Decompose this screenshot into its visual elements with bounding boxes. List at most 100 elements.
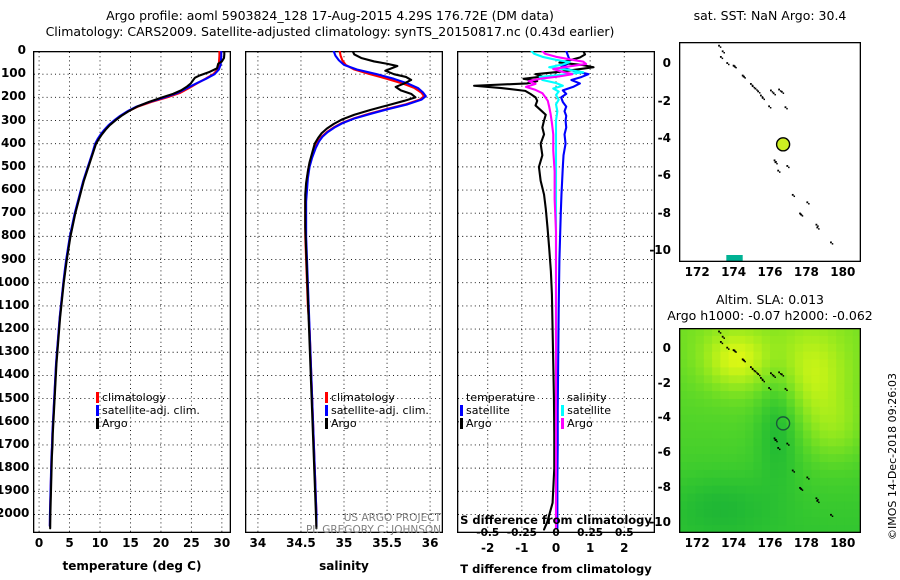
difference-legend-salinity-col: salinity satellite Argo bbox=[561, 391, 611, 430]
salinity-panel bbox=[245, 51, 443, 533]
y-tick-label: -2 bbox=[657, 375, 671, 390]
y-tick-label: -2 bbox=[657, 93, 671, 108]
x-tick-label: 10 bbox=[91, 536, 109, 550]
x-tick-label: 20 bbox=[152, 536, 170, 550]
temperature-axis-label: temperature (deg C) bbox=[62, 559, 202, 573]
y-tick-label: -8 bbox=[657, 479, 671, 494]
sst-map-yaxis-ticks: 0 -2 -4 -6 -8 -10 bbox=[649, 36, 675, 268]
legend-item-climatology-sal: climatology bbox=[325, 391, 429, 404]
temperature-plot[interactable] bbox=[33, 51, 231, 533]
satellite-adj-swatch bbox=[96, 405, 99, 416]
satellite-adj-swatch bbox=[325, 405, 328, 416]
difference-panel bbox=[457, 51, 655, 533]
legend-header-salinity: salinity bbox=[567, 391, 607, 404]
x-tick-label: 35.5 bbox=[372, 536, 402, 550]
sla-map-xaxis-ticks: 172 174 176 178 180 bbox=[679, 536, 861, 552]
sst-map-xaxis-ticks: 172 174 176 178 180 bbox=[679, 265, 861, 281]
x-tick-label: 180 bbox=[830, 265, 856, 279]
legend-item-temp-satellite: satellite bbox=[460, 404, 535, 417]
temperature-yaxis-ticks: 0 100 200 300 400 500 600 700 800 900 1000 1100 1200… bbox=[0, 43, 30, 540]
x-tick-label: 0.5 bbox=[614, 527, 634, 539]
legend-label-temp-argo: Argo bbox=[466, 417, 492, 430]
y-tick-label: 0 bbox=[662, 340, 671, 355]
salinity-xaxis-ticks: 34 34.5 35 35.5 36 bbox=[245, 536, 443, 552]
sal-argo-swatch bbox=[561, 418, 565, 429]
legend-item-climatology: climatology bbox=[96, 391, 200, 404]
x-tick-label: 174 bbox=[721, 265, 747, 279]
legend-item-argo-sal: Argo bbox=[325, 417, 429, 430]
y-tick-label: -6 bbox=[657, 168, 671, 183]
legend-item-sal-satellite: satellite bbox=[561, 404, 611, 417]
sla-map-title-line2: Argo h1000: -0.07 h2000: -0.062 bbox=[667, 308, 873, 323]
argo-swatch bbox=[325, 418, 328, 429]
x-tick-label: 0.25 bbox=[577, 527, 604, 539]
x-tick-label: 0 bbox=[551, 541, 561, 555]
y-tick-label: 400 bbox=[0, 135, 26, 150]
y-tick-label: 1000 bbox=[0, 274, 30, 289]
temperature-legend: climatology satellite-adj. clim. Argo bbox=[96, 391, 200, 430]
legend-label-climatology: climatology bbox=[102, 391, 166, 404]
sst-map-plot[interactable] bbox=[679, 42, 861, 262]
legend-label-satellite-adj: satellite-adj. clim. bbox=[331, 404, 429, 417]
x-tick-label: 172 bbox=[684, 265, 710, 279]
y-tick-label: -6 bbox=[657, 445, 671, 460]
legend-label-argo: Argo bbox=[331, 417, 357, 430]
y-tick-label: 300 bbox=[0, 112, 26, 127]
legend-item-satellite-adj: satellite-adj. clim. bbox=[96, 404, 200, 417]
legend-item-satellite-adj-sal: satellite-adj. clim. bbox=[325, 404, 429, 417]
salinity-axis-label: salinity bbox=[319, 559, 369, 573]
y-tick-label: 900 bbox=[0, 251, 26, 266]
legend-item-temp-argo: Argo bbox=[460, 417, 535, 430]
x-tick-label: 1 bbox=[585, 541, 595, 555]
sla-map-yaxis-ticks: 0 -2 -4 -6 -8 -10 bbox=[649, 322, 675, 539]
x-tick-label: 30 bbox=[213, 536, 231, 550]
x-tick-label: 5 bbox=[65, 536, 74, 550]
y-tick-label: 1500 bbox=[0, 390, 30, 405]
y-tick-label: -4 bbox=[657, 130, 671, 145]
y-tick-label: 0 bbox=[17, 43, 26, 57]
x-tick-label: 178 bbox=[793, 265, 819, 279]
y-tick-label: -8 bbox=[657, 205, 671, 220]
salinity-legend: climatology satellite-adj. clim. Argo bbox=[325, 391, 429, 430]
y-tick-label: 1100 bbox=[0, 297, 30, 312]
y-tick-label: 2000 bbox=[0, 506, 30, 521]
y-tick-label: 1600 bbox=[0, 413, 30, 428]
x-tick-label: 15 bbox=[122, 536, 139, 550]
x-tick-label: 172 bbox=[684, 536, 710, 550]
y-tick-label: 500 bbox=[0, 158, 26, 173]
x-tick-label: 36 bbox=[421, 536, 439, 550]
sla-map-panel bbox=[679, 328, 861, 533]
difference-plot[interactable] bbox=[457, 51, 655, 533]
y-tick-label: 700 bbox=[0, 205, 26, 220]
x-tick-label: -0.25 bbox=[506, 527, 537, 539]
argo-swatch bbox=[96, 418, 99, 429]
y-tick-label: 0 bbox=[662, 56, 671, 71]
legend-label-satellite-adj: satellite-adj. clim. bbox=[102, 404, 200, 417]
legend-label-sal-argo: Argo bbox=[567, 417, 593, 430]
x-tick-label: 178 bbox=[793, 536, 819, 550]
salinity-difference-ticks: -0.5 -0.25 0 0.25 0.5 bbox=[457, 527, 655, 541]
temperature-difference-ticks: -2 -1 0 1 2 bbox=[457, 541, 655, 557]
x-tick-label: 0 bbox=[552, 527, 560, 539]
sst-map-panel bbox=[679, 42, 861, 262]
salinity-difference-axis-label: S difference from climatology bbox=[460, 513, 652, 527]
x-tick-label: 25 bbox=[183, 536, 200, 550]
y-tick-label: 600 bbox=[0, 182, 26, 197]
temperature-xaxis-ticks: 0 5 10 15 20 25 30 bbox=[33, 536, 231, 552]
project-credit: US ARGO PROJECT PI: GREGORY C. JOHNSON bbox=[243, 512, 441, 536]
x-tick-label: -2 bbox=[481, 541, 495, 555]
salinity-plot[interactable] bbox=[245, 51, 443, 533]
legend-label-temp-satellite: satellite bbox=[466, 404, 510, 417]
y-tick-label: 1900 bbox=[0, 483, 30, 498]
x-tick-label: 34 bbox=[249, 536, 267, 550]
sla-map-title-line1: Altim. SLA: 0.013 bbox=[715, 292, 824, 307]
imos-watermark: ©IMOS 14-Dec-2018 09:26:03 bbox=[886, 373, 899, 540]
project-name: US ARGO PROJECT bbox=[343, 512, 441, 524]
sla-map-plot[interactable] bbox=[679, 328, 861, 533]
temp-argo-swatch bbox=[460, 418, 463, 429]
imos-watermark-wrap: ©IMOS 14-Dec-2018 09:26:03 bbox=[886, 373, 900, 541]
y-tick-label: 200 bbox=[0, 89, 26, 104]
x-tick-label: 35 bbox=[335, 536, 353, 550]
legend-label-argo: Argo bbox=[102, 417, 128, 430]
legend-label-sal-satellite: satellite bbox=[567, 404, 611, 417]
